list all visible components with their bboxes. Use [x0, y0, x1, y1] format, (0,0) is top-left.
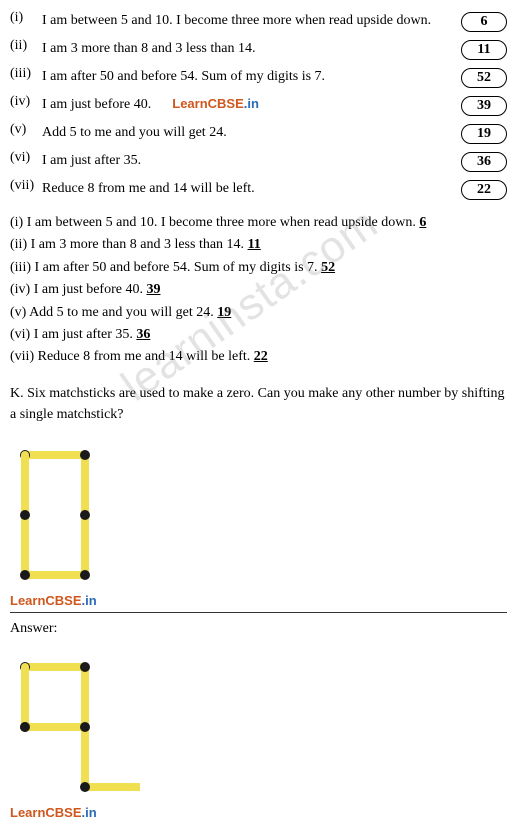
riddle-row: (iv) I am just before 40. LearnCBSE.in 3… [10, 94, 507, 116]
riddle-text: I am just after 35. [42, 150, 461, 171]
matchstick-zero-figure: LearnCBSE.in [10, 443, 507, 608]
brand-label: LearnCBSE.in [10, 805, 507, 820]
answers-section: (i) I am between 5 and 10. I become thre… [10, 212, 507, 369]
riddle-text: I am just before 40. LearnCBSE.in [42, 94, 461, 115]
answer-line: (vii) Reduce 8 from me and 14 will be le… [10, 346, 507, 368]
answer-box: 52 [461, 68, 507, 88]
answer-line: (vi) I am just after 35. 36 [10, 324, 507, 346]
riddle-num: (vii) [10, 178, 42, 194]
answer-box: 6 [461, 12, 507, 32]
riddle-row: (ii) I am 3 more than 8 and 3 less than … [10, 38, 507, 60]
matchstick-zero-icon [10, 443, 110, 593]
brand-inline: LearnCBSE.in [172, 96, 259, 111]
answer-box: 39 [461, 96, 507, 116]
riddle-text: I am after 50 and before 54. Sum of my d… [42, 66, 461, 87]
answer-line: (ii) I am 3 more than 8 and 3 less than … [10, 234, 507, 256]
riddle-row: (vi) I am just after 35. 36 [10, 150, 507, 172]
answer-line: (iii) I am after 50 and before 54. Sum o… [10, 257, 507, 279]
riddle-row: (iii) I am after 50 and before 54. Sum o… [10, 66, 507, 88]
riddles-section: (i) I am between 5 and 10. I become thre… [10, 10, 507, 200]
matchstick-nine-icon [10, 655, 140, 805]
riddle-num: (v) [10, 122, 42, 138]
brand-label: LearnCBSE.in [10, 593, 507, 608]
riddle-num: (vi) [10, 150, 42, 166]
riddle-row: (v) Add 5 to me and you will get 24. 19 [10, 122, 507, 144]
answer-line: (iv) I am just before 40. 39 [10, 279, 507, 301]
riddle-text: Reduce 8 from me and 14 will be left. [42, 178, 461, 199]
answer-box: 36 [461, 152, 507, 172]
riddle-num: (iv) [10, 94, 42, 110]
answer-line: (v) Add 5 to me and you will get 24. 19 [10, 302, 507, 324]
riddle-num: (ii) [10, 38, 42, 54]
riddle-num: (iii) [10, 66, 42, 82]
answer-box: 11 [461, 40, 507, 60]
riddle-text: Add 5 to me and you will get 24. [42, 122, 461, 143]
riddle-row: (vii) Reduce 8 from me and 14 will be le… [10, 178, 507, 200]
answer-box: 22 [461, 180, 507, 200]
riddle-text: I am between 5 and 10. I become three mo… [42, 10, 461, 31]
separator [10, 612, 507, 613]
riddle-row: (i) I am between 5 and 10. I become thre… [10, 10, 507, 32]
riddle-text: I am 3 more than 8 and 3 less than 14. [42, 38, 461, 59]
matchstick-nine-figure: LearnCBSE.in [10, 655, 507, 820]
answer-line: (i) I am between 5 and 10. I become thre… [10, 212, 507, 234]
section-k: K. Six matchsticks are used to make a ze… [10, 383, 507, 425]
riddle-num: (i) [10, 10, 42, 26]
answer-label: Answer: [10, 621, 507, 637]
answer-box: 19 [461, 124, 507, 144]
